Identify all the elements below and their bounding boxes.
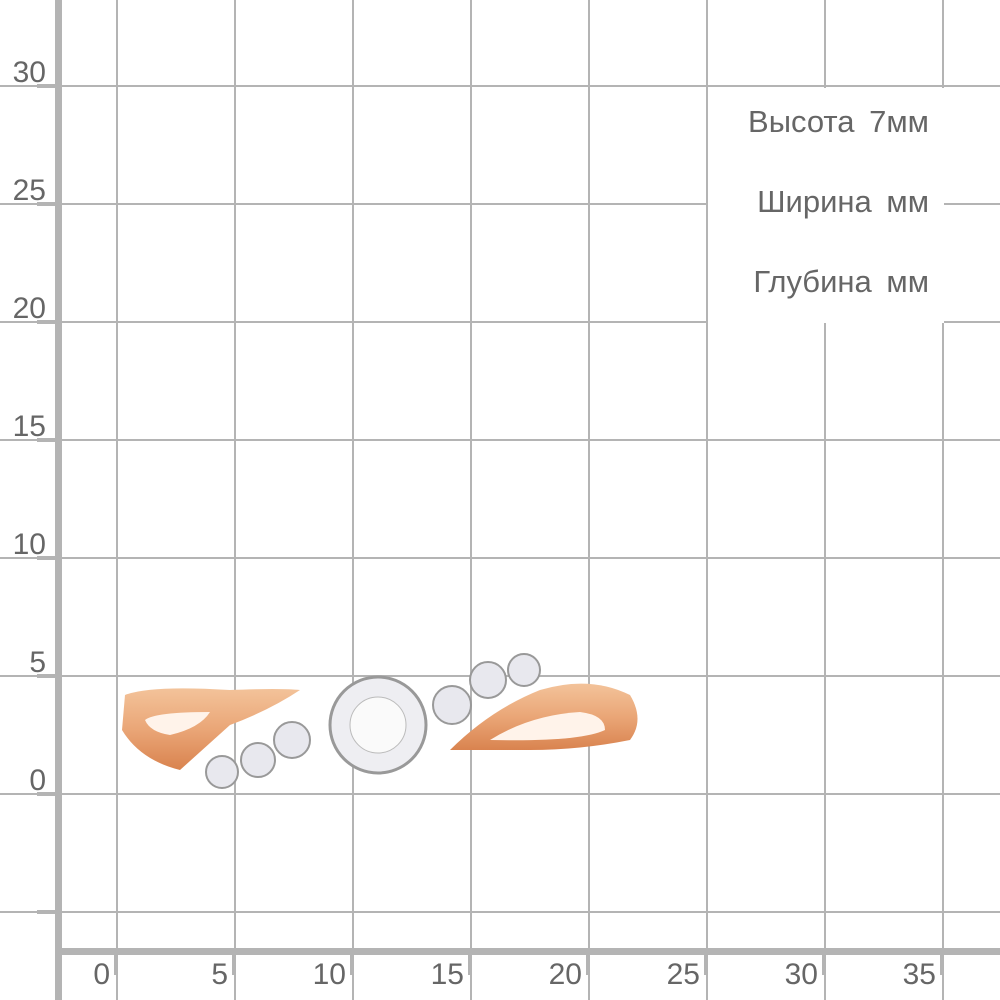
- y-tick: [37, 792, 57, 796]
- x-tick: [468, 950, 472, 975]
- grid-vertical-line: [116, 0, 118, 1000]
- x-axis-label: 0: [93, 958, 110, 991]
- ring-band-inner-left: [145, 712, 210, 735]
- depth-value: мм: [886, 264, 929, 299]
- side-stone: [469, 661, 507, 699]
- x-axis-line: [55, 948, 1000, 955]
- y-axis-label: 30: [12, 56, 46, 89]
- y-tick: [37, 438, 57, 442]
- y-axis-label: 10: [12, 528, 46, 561]
- grid-vertical-line: [588, 0, 590, 1000]
- x-tick: [940, 950, 944, 975]
- width-value: мм: [886, 184, 929, 219]
- ring-band-inner-right: [490, 712, 605, 741]
- depth-label: Глубина: [753, 264, 872, 299]
- grid-horizontal-line: [0, 439, 1000, 441]
- side-stone: [240, 742, 276, 778]
- grid-horizontal-line: [0, 85, 1000, 87]
- y-axis-label: 0: [29, 764, 46, 797]
- ring-band-left: [122, 688, 300, 770]
- side-stone: [432, 685, 472, 725]
- x-axis-label: 35: [902, 958, 936, 991]
- x-axis-label: 15: [430, 958, 464, 991]
- y-tick: [37, 202, 57, 206]
- width-dimension: Ширина мм: [757, 184, 929, 220]
- x-axis-label: 5: [211, 958, 228, 991]
- x-tick: [586, 950, 590, 975]
- x-axis-label: 30: [784, 958, 818, 991]
- grid-vertical-line: [706, 0, 708, 1000]
- x-tick: [232, 950, 236, 975]
- x-axis-label: 10: [312, 958, 346, 991]
- height-value: 7мм: [869, 104, 929, 139]
- grid-horizontal-line: [0, 203, 1000, 205]
- y-axis-label: 15: [12, 410, 46, 443]
- grid-horizontal-line: [0, 557, 1000, 559]
- grid-horizontal-line: [0, 793, 1000, 795]
- grid-vertical-line: [234, 0, 236, 1000]
- x-tick: [350, 950, 354, 975]
- dimensions-panel: Высота 7мм Ширина мм Глубина мм: [708, 88, 944, 323]
- side-stone: [273, 721, 311, 759]
- y-tick: [37, 320, 57, 324]
- grid-vertical-line: [470, 0, 472, 1000]
- grid-vertical-line: [942, 0, 944, 1000]
- grid-vertical-line: [352, 0, 354, 1000]
- y-axis-label: 25: [12, 174, 46, 207]
- grid-vertical-line: [824, 0, 826, 1000]
- y-axis-line: [55, 0, 62, 1000]
- x-axis-label: 20: [548, 958, 582, 991]
- width-label: Ширина: [757, 184, 872, 219]
- x-axis-label: 25: [666, 958, 700, 991]
- y-tick: [37, 84, 57, 88]
- center-stone-facet: [349, 696, 407, 754]
- y-axis-label: 20: [12, 292, 46, 325]
- y-tick: [37, 910, 57, 914]
- ring-image: [122, 653, 638, 789]
- height-dimension: Высота 7мм: [748, 104, 929, 140]
- side-stone: [507, 653, 541, 687]
- y-tick: [37, 556, 57, 560]
- x-tick: [704, 950, 708, 975]
- y-axis-label: 5: [29, 646, 46, 679]
- grid-horizontal-line: [0, 321, 1000, 323]
- side-stone: [205, 755, 239, 789]
- x-tick: [822, 950, 826, 975]
- x-tick: [114, 950, 118, 975]
- height-label: Высота: [748, 104, 855, 139]
- y-tick: [37, 674, 57, 678]
- grid-horizontal-line: [0, 911, 1000, 913]
- depth-dimension: Глубина мм: [753, 264, 929, 300]
